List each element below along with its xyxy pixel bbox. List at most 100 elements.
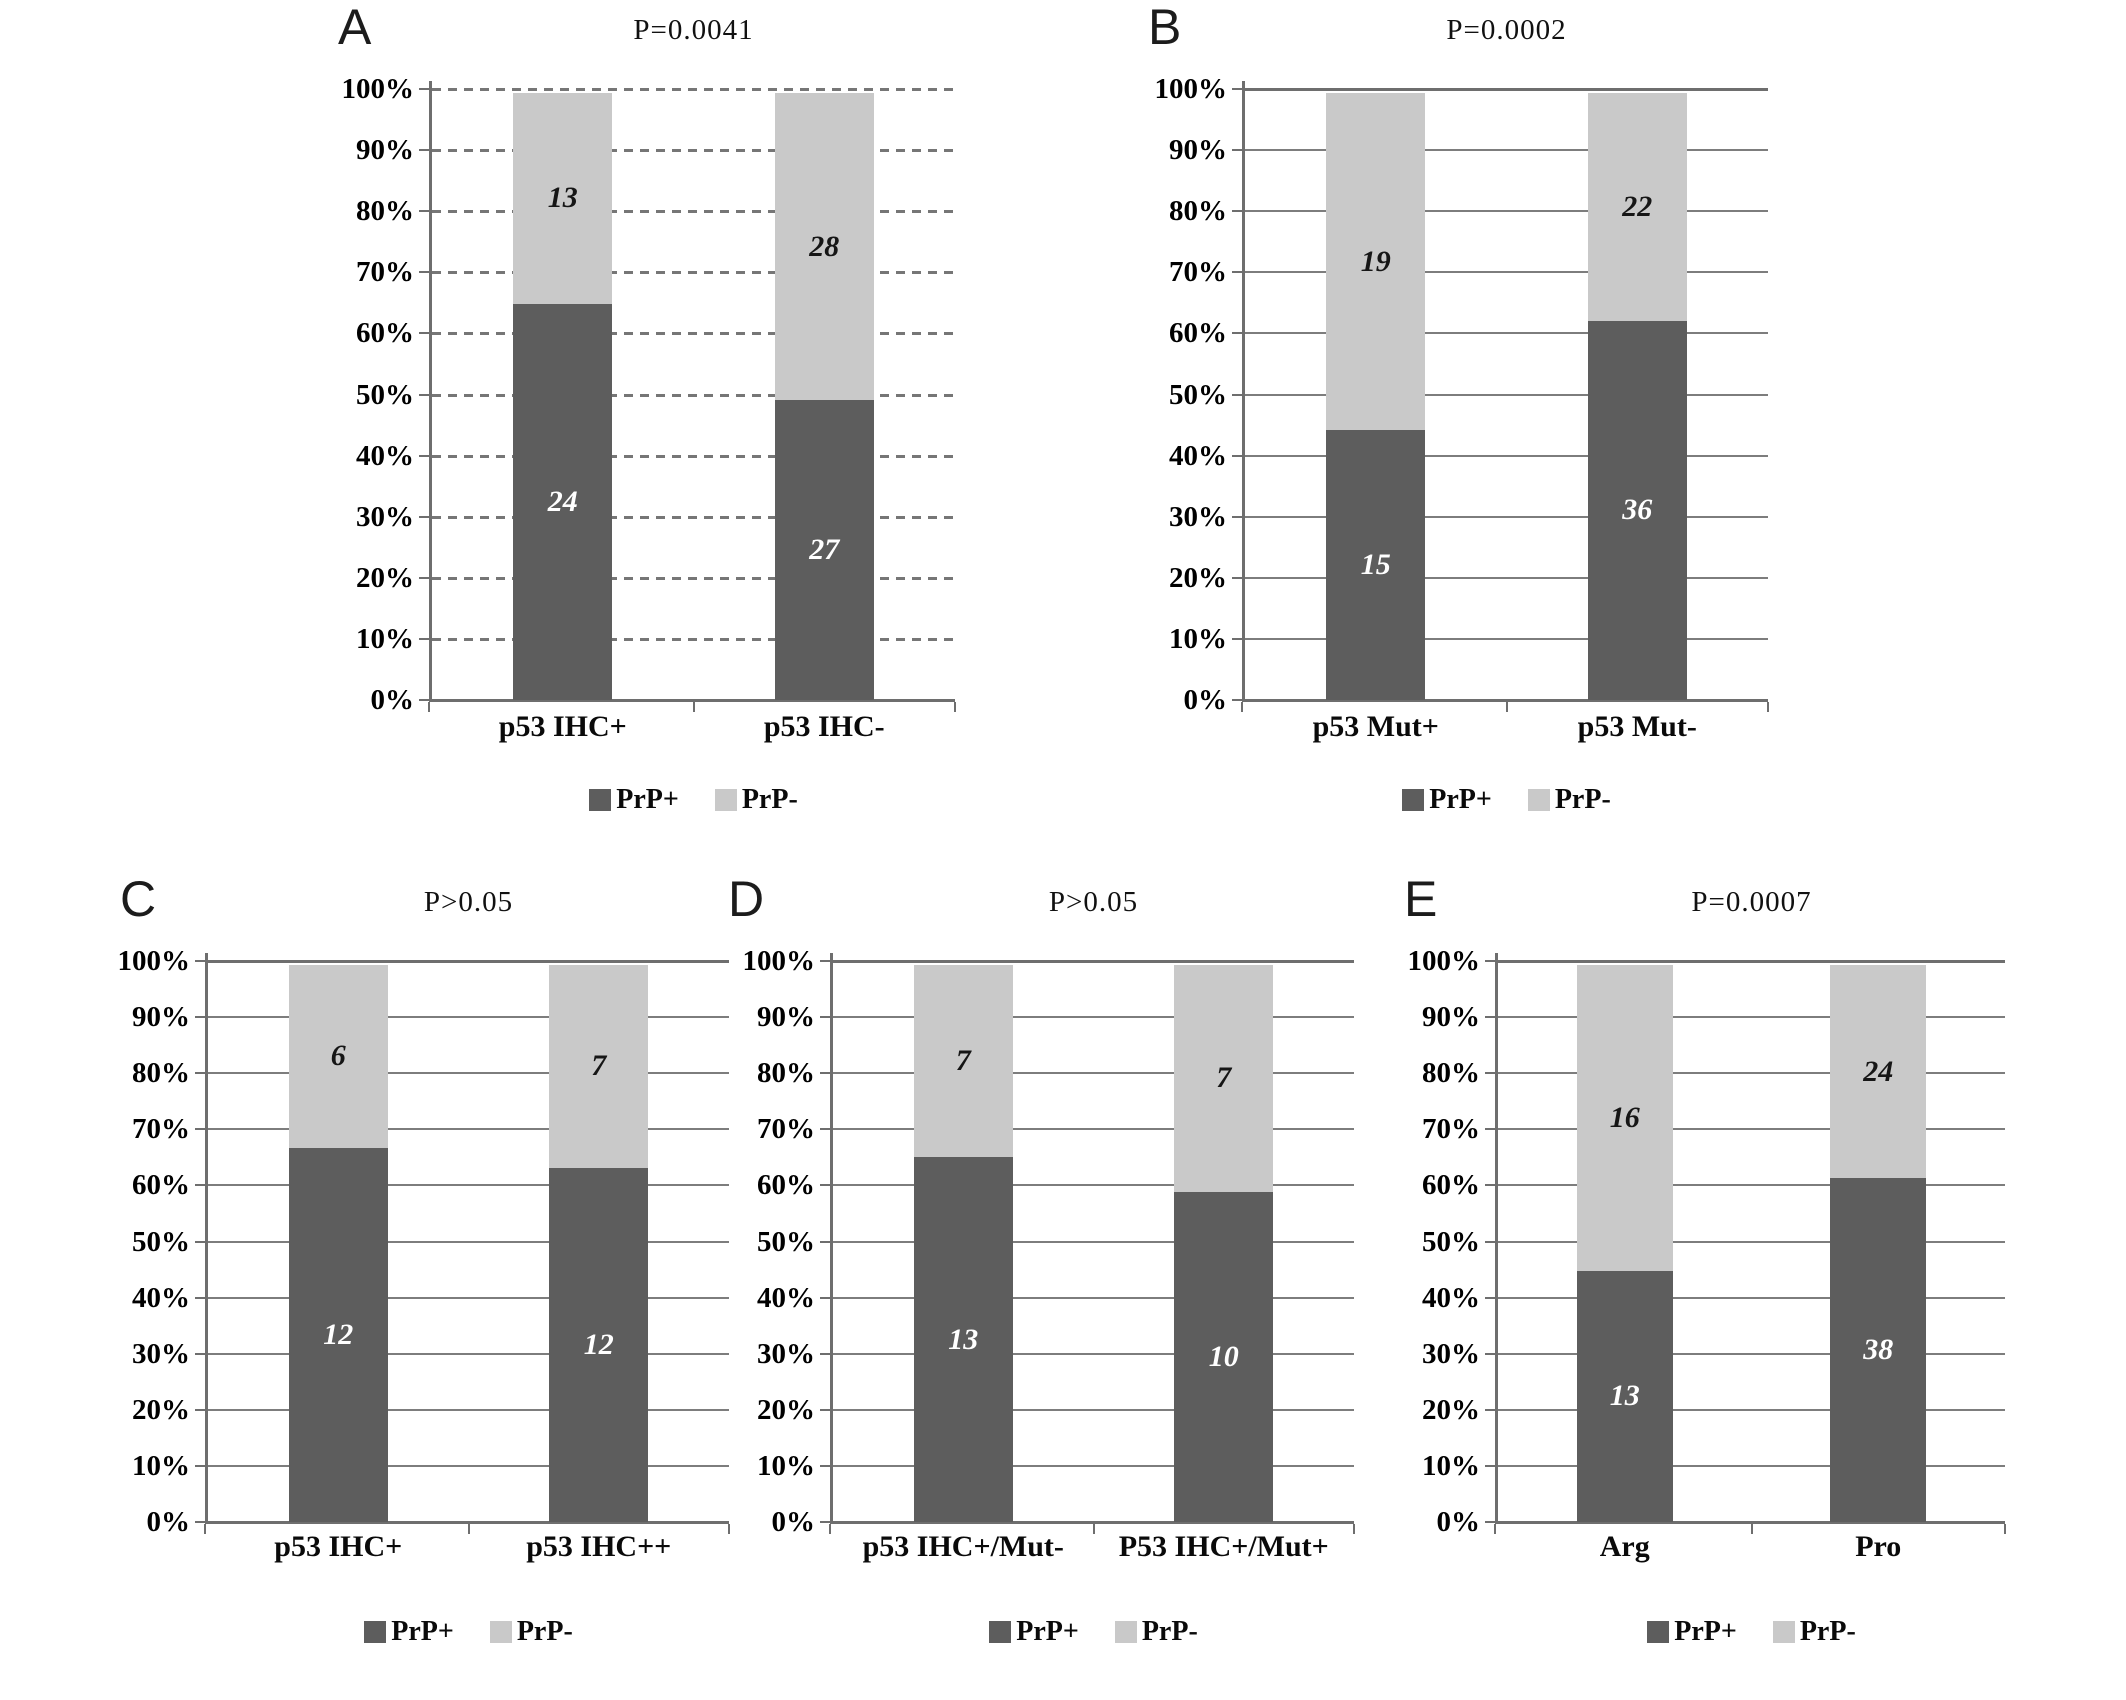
y-tick-label: 20% — [757, 1393, 815, 1426]
gridline — [208, 1352, 729, 1355]
y-axis-tick — [419, 637, 429, 640]
plot-top-border — [1245, 88, 1768, 91]
y-tick-label: 100% — [1407, 945, 1481, 977]
gridline — [208, 1016, 729, 1019]
legend-label: PrP- — [1554, 784, 1611, 815]
legend-label: PrP- — [1799, 1616, 1856, 1647]
y-tick-label: 50% — [356, 378, 414, 411]
y-axis-tick — [1485, 1408, 1495, 1411]
plot-top-border — [1498, 960, 2005, 963]
bar-value-prp-positive: 13 — [1609, 1379, 1640, 1413]
x-axis-tick — [728, 1524, 730, 1534]
y-axis-tick — [1485, 1128, 1495, 1131]
gridline — [432, 576, 955, 580]
segment-prp-negative — [1830, 964, 1927, 1179]
legend-label: PrP- — [1141, 1616, 1198, 1647]
gridline — [833, 1352, 1354, 1355]
segment-prp-positive — [549, 1167, 649, 1522]
x-axis-tick — [1767, 702, 1769, 712]
bar-value-prp-negative: 24 — [1863, 1054, 1894, 1088]
bar-value-prp-negative: 16 — [1609, 1100, 1640, 1134]
y-tick-label: 10% — [132, 1449, 190, 1482]
gridline — [1498, 1296, 2005, 1299]
segment-prp-positive — [913, 1157, 1013, 1522]
plot-area: 24 13 27 28 — [419, 81, 956, 712]
gridline — [1498, 1240, 2005, 1243]
gridline — [1245, 271, 1768, 274]
y-axis-tick — [195, 1128, 205, 1131]
gridline — [1245, 210, 1768, 213]
segment-prp-negative — [1174, 964, 1274, 1192]
bar-value-prp-positive: 12 — [323, 1318, 354, 1351]
legend-swatch-dark-icon — [364, 1621, 387, 1643]
y-tick-label: 60% — [757, 1169, 815, 1202]
gridline — [833, 1016, 1354, 1019]
y-tick-label: 50% — [1169, 378, 1227, 411]
stacked-bar — [913, 961, 1013, 1522]
x-category-label: p53 Mut- — [1577, 710, 1697, 743]
y-tick-label: 0% — [1183, 684, 1228, 716]
legend-swatch-dark-icon — [589, 789, 612, 811]
legend-item-prp-positive: PrP+ — [589, 786, 679, 814]
y-tick-label: 40% — [132, 1281, 190, 1314]
legend-item-prp-positive: PrP+ — [364, 1618, 454, 1646]
bar-value-prp-positive: 27 — [809, 533, 840, 567]
y-axis-line — [1495, 953, 1498, 1522]
gridline — [1498, 1464, 2005, 1467]
y-axis-tick — [1485, 1296, 1495, 1299]
segment-prp-negative — [1576, 964, 1673, 1271]
gridline — [1498, 1352, 2005, 1355]
y-axis-tick — [820, 1128, 830, 1131]
segment-prp-positive — [1174, 1192, 1274, 1522]
y-tick-label: 30% — [356, 500, 414, 533]
y-axis-tick — [419, 88, 429, 90]
x-axis-tick — [829, 1524, 831, 1534]
y-tick-label: 90% — [757, 1001, 815, 1034]
bar-value-prp-positive: 10 — [1208, 1340, 1239, 1373]
stacked-bar — [1587, 89, 1687, 700]
panel-letter: D — [728, 871, 765, 927]
gridline — [432, 332, 955, 336]
gridline — [208, 1464, 729, 1467]
y-tick-label: 0% — [146, 1506, 191, 1538]
segment-prp-positive — [513, 303, 613, 700]
y-axis-tick — [1232, 576, 1242, 579]
y-tick-label: 0% — [370, 684, 415, 716]
y-axis-tick — [1485, 960, 1495, 962]
x-axis-line — [1495, 1521, 2005, 1524]
gridline — [1245, 332, 1768, 335]
x-axis-tick — [1505, 702, 1508, 712]
y-tick-label: 70% — [757, 1113, 815, 1146]
segment-prp-positive — [288, 1148, 388, 1522]
y-axis-tick — [419, 149, 429, 152]
legend-item-prp-negative: PrP- — [489, 1618, 573, 1646]
y-axis-tick — [1485, 1016, 1495, 1019]
x-category-label: P53 IHC+/Mut+ — [1118, 1530, 1329, 1563]
y-axis-tick — [195, 1016, 205, 1019]
legend-label: PrP+ — [1016, 1616, 1079, 1647]
gridline — [208, 1128, 729, 1131]
x-axis-tick — [204, 1524, 206, 1534]
x-axis-line — [830, 1521, 1354, 1524]
y-tick-label: 80% — [1169, 195, 1227, 228]
legend-swatch-light-icon — [489, 1621, 512, 1643]
panel-p-value-title: P>0.05 — [1048, 886, 1139, 918]
y-tick-label: 70% — [1169, 256, 1227, 289]
y-tick-label: 0% — [771, 1506, 816, 1538]
segment-prp-negative — [1326, 93, 1426, 431]
y-axis-tick — [820, 1184, 830, 1187]
y-axis-tick — [820, 960, 830, 962]
stacked-bar — [288, 961, 388, 1522]
gridline — [432, 210, 955, 214]
y-axis-tick — [419, 699, 429, 701]
y-axis-tick — [195, 1240, 205, 1243]
gridline — [1245, 149, 1768, 152]
panel-p-value-title: P=0.0002 — [1446, 14, 1567, 46]
bar-value-prp-negative: 19 — [1360, 244, 1391, 278]
gridline — [432, 393, 955, 397]
y-axis-tick — [1485, 1240, 1495, 1243]
gridline — [833, 1464, 1354, 1467]
y-axis-tick — [195, 1296, 205, 1299]
x-category-label: p53 Mut+ — [1312, 710, 1439, 743]
bar-value-prp-positive: 13 — [948, 1322, 979, 1356]
